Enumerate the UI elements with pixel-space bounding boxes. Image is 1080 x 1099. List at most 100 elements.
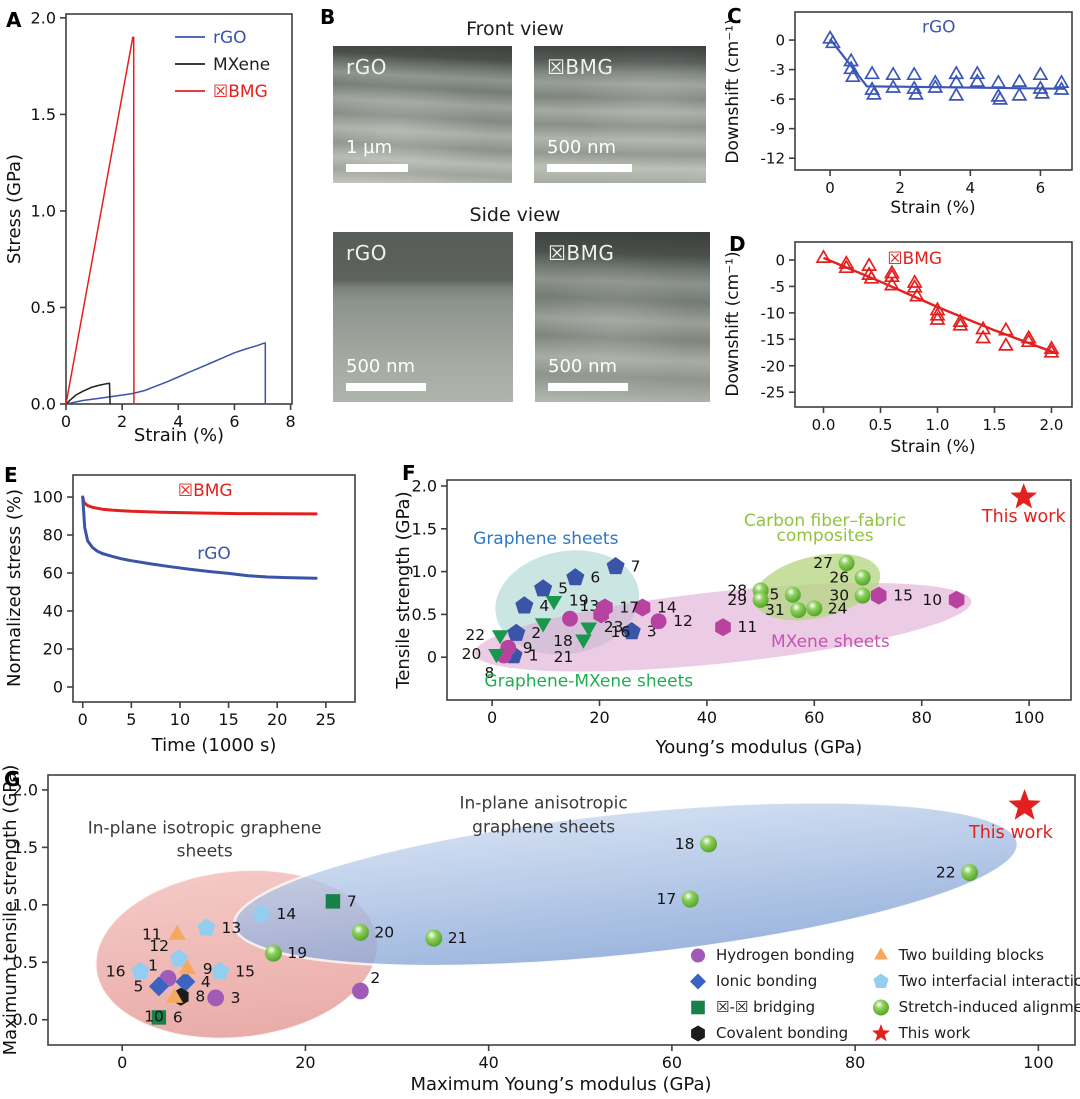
svg-text:2.0: 2.0	[1040, 416, 1064, 434]
x-axis-label: Young’s modulus (GPa)	[655, 737, 863, 758]
data-point-number: 26	[829, 569, 849, 587]
svg-text:100: 100	[32, 488, 63, 507]
legend-label: Ionic bonding	[716, 971, 818, 990]
data-point-marker	[1011, 87, 1028, 101]
data-point-number: 3	[647, 623, 657, 641]
series-☒BMG	[81, 495, 318, 516]
sem-image-bmg-side: ☒BMG 500 nm	[535, 232, 710, 402]
svg-text:100: 100	[1023, 1053, 1054, 1072]
series-rGO	[81, 495, 318, 580]
data-point-marker	[488, 649, 505, 664]
svg-text:5: 5	[126, 710, 136, 729]
svg-text:-20: -20	[761, 357, 786, 375]
data-point-number: 16	[106, 962, 126, 980]
this-work-star	[1010, 483, 1038, 509]
square-icon	[691, 1000, 705, 1014]
svg-text:0.0: 0.0	[31, 395, 56, 414]
data-point-marker	[844, 68, 861, 83]
data-point-marker	[975, 320, 992, 335]
svg-text:8: 8	[286, 412, 296, 431]
svg-text:-12: -12	[761, 150, 786, 168]
chart-downshift-bmg: 0.0 0.5 1.0 1.5 2.0 0 -5 -10 -15 -20 -25 Strain (%)…	[723, 241, 1073, 457]
data-point-marker	[175, 971, 196, 992]
sem-image-rgo-side: rGO 500 nm	[333, 232, 513, 402]
this-work-star	[1008, 789, 1041, 820]
data-point-number: 27	[813, 554, 833, 572]
axes: 0 2 4 6 8 0.0 0.5 1.0 1.5 2.0	[31, 8, 296, 431]
data-point-marker	[864, 81, 881, 95]
data-point-marker	[1011, 73, 1028, 87]
data-point-number: 11	[738, 618, 758, 636]
svg-text:100: 100	[1014, 708, 1045, 727]
data-point-number: 14	[657, 599, 677, 617]
data-point-number: 11	[142, 926, 162, 944]
annotation: ☒BMG	[887, 249, 942, 269]
data-point-marker	[952, 313, 969, 327]
svg-text:0: 0	[775, 32, 785, 50]
front-view-title: Front view	[466, 18, 564, 40]
data-point-marker	[545, 596, 563, 611]
svg-text:-3: -3	[770, 61, 785, 79]
data-point-marker	[165, 987, 184, 1003]
data-point-marker	[1053, 74, 1070, 88]
svg-text:20: 20	[267, 710, 287, 729]
data-point-number: 14	[276, 905, 296, 923]
data-point-number: 21	[448, 929, 468, 947]
data-point-number: 30	[829, 587, 849, 605]
svg-text:0: 0	[117, 1053, 127, 1072]
data-point-marker	[606, 557, 625, 575]
data-point-number: 24	[828, 599, 848, 617]
data-point-marker	[871, 586, 887, 605]
annotation: MXene sheets	[771, 632, 890, 652]
scalebar	[547, 164, 632, 172]
svg-text:80: 80	[845, 1053, 865, 1072]
data-point-marker	[961, 864, 979, 882]
data-point-number: 18	[675, 835, 695, 853]
data-point-marker	[580, 622, 597, 637]
data-point-marker	[865, 86, 882, 100]
data-point-marker	[681, 890, 699, 908]
pentagon-glyph	[873, 973, 889, 988]
y-axis-label: Stress (GPa)	[4, 154, 25, 264]
svg-text:2: 2	[117, 412, 127, 431]
triangle-up-icon	[873, 947, 888, 959]
data-point-marker	[1043, 343, 1060, 358]
data-point-marker	[507, 623, 526, 641]
svg-text:2.0: 2.0	[31, 8, 56, 27]
data-point-marker	[909, 287, 925, 302]
axes: 0 20 40 60 80 100 0.0 0.5 1.0 1.5 2.0	[13, 774, 1076, 1072]
square-glyph	[691, 1000, 705, 1014]
panel-label-b: B	[320, 5, 336, 29]
svg-text:40: 40	[697, 708, 717, 727]
axes: 0 2 4 6 0 -3 -6 -9 -12	[761, 11, 1073, 197]
data-point-number: 19	[287, 944, 307, 962]
data-point-marker	[997, 337, 1014, 351]
pentagon-icon	[873, 973, 889, 988]
data-point-number: 7	[631, 557, 641, 575]
data-point-marker	[838, 259, 855, 274]
data-point-marker	[861, 257, 878, 271]
group-two-building-blocks: 9 10 11	[142, 924, 213, 1025]
svg-text:1.5: 1.5	[983, 416, 1007, 434]
annotation: graphene sheets	[472, 817, 615, 837]
svg-text:15: 15	[218, 710, 238, 729]
data-point-marker	[491, 630, 509, 645]
data-point-number: 21	[554, 648, 574, 666]
inset-legend: rGO MXene ☒BMG	[175, 28, 270, 102]
data-point-number: 7	[347, 892, 357, 910]
data-point-marker	[752, 591, 769, 608]
group-stretch-induced-alignment: 17 18 19 20 21 22	[264, 835, 979, 962]
data-point-marker	[997, 321, 1014, 336]
data-point-marker	[806, 600, 823, 617]
data-point-number: 20	[374, 923, 394, 941]
data-point-number: 20	[462, 645, 482, 663]
sphere-icon	[872, 999, 889, 1015]
chart-stress-relaxation: 0 5 10 15 20 25 0 20 40 60 80 100 Time (1000 s) Norma…	[4, 474, 356, 756]
svg-text:40: 40	[478, 1053, 498, 1072]
data-point-marker	[1053, 81, 1070, 95]
data-point-number: 13	[221, 919, 241, 937]
group--bridging: 67	[151, 892, 357, 1026]
svg-text:0.0: 0.0	[13, 1010, 38, 1029]
